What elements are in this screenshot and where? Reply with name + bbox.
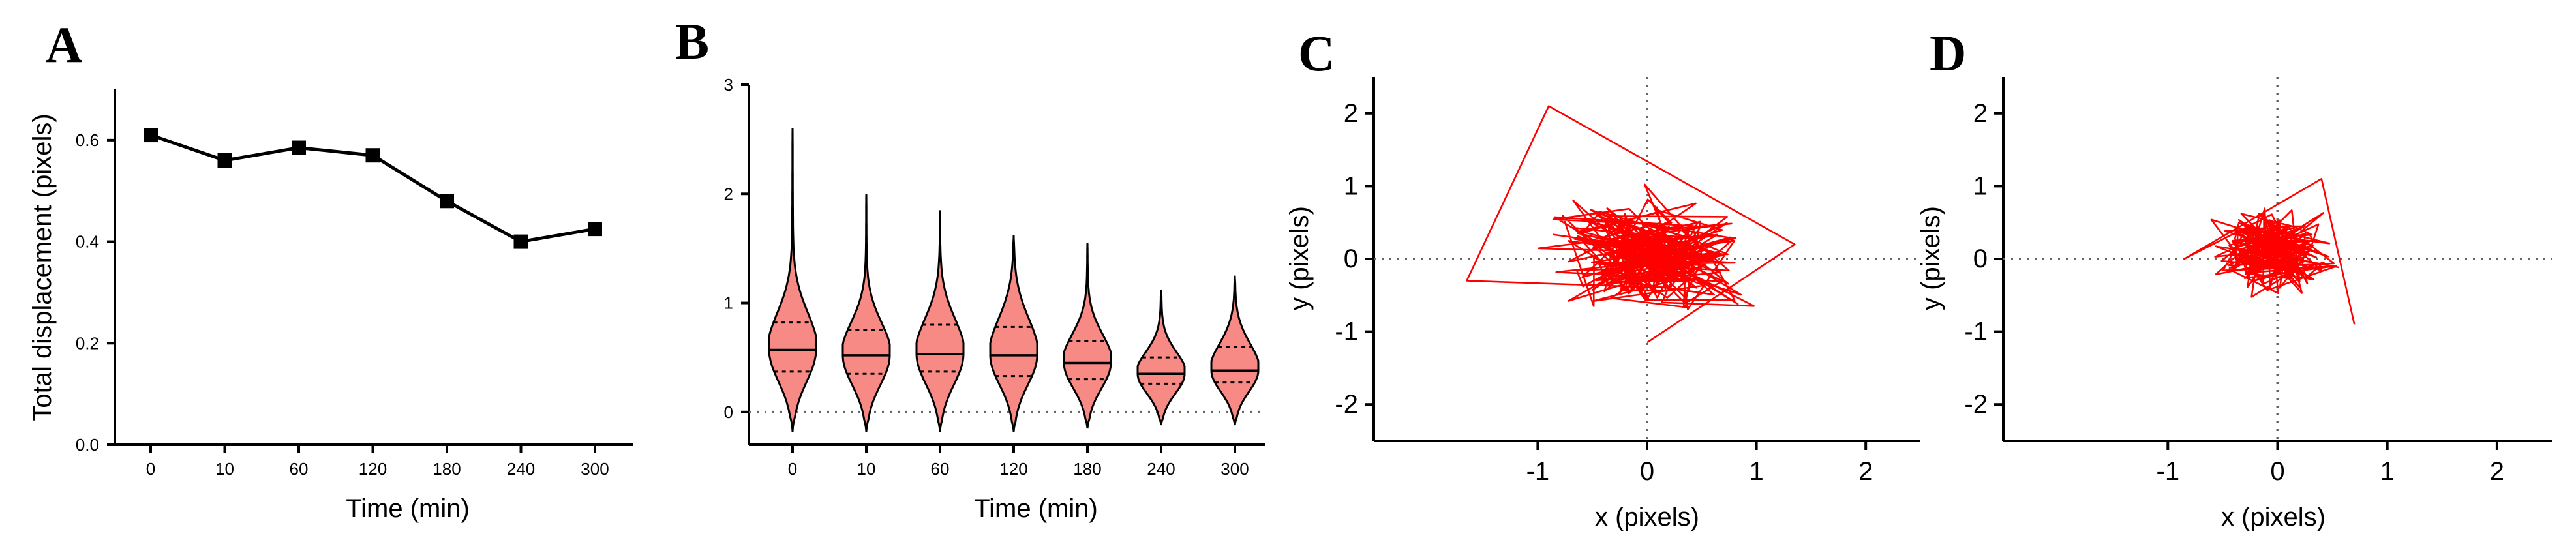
panel-a-x-tick-label: 120 (359, 459, 387, 479)
panel-a-x-tick-label: 10 (215, 459, 234, 479)
panel-d-y-tick-label: 1 (1973, 172, 1988, 200)
panel-c-x-tick-label: 0 (1640, 457, 1654, 486)
panel-b-y-tick-label: 3 (724, 75, 733, 95)
panel-a-marker (144, 128, 158, 143)
panel-b-violin (915, 210, 965, 432)
panel-c-y-tick-label: 0 (1344, 245, 1358, 273)
panel-a-marker (588, 222, 602, 237)
panel-c-x-title: x (pixels) (1595, 503, 1699, 531)
panel-b-x-tick-label: 300 (1220, 459, 1249, 479)
panel-a-marker (365, 148, 380, 163)
panel-d-y-tick-label: -2 (1964, 390, 1988, 419)
panel-c-y-tick-label: -2 (1335, 390, 1358, 419)
panel-d-x-tick-label: 1 (2380, 457, 2395, 486)
panel-b-violin (1210, 275, 1260, 426)
panel-a-y-tick-label: 0.6 (76, 130, 99, 150)
panel-b-x-tick-label: 10 (857, 459, 876, 479)
panel-a-x-tick-label: 180 (432, 459, 461, 479)
panel-d-y-tick-label: 2 (1973, 99, 1988, 128)
panel-a-marker (440, 194, 454, 209)
panel-a-x-tick-label: 60 (290, 459, 309, 479)
panel-a-x-tick-label: 300 (581, 459, 609, 479)
panel-b: B 0 1 2 3 0 10 60 120 180 240 300 Time (min) (675, 13, 1265, 523)
panel-d-letter: D (1930, 25, 1966, 82)
panel-d-x-title: x (pixels) (2221, 503, 2326, 531)
panel-c-y-title: y (pixels) (1285, 206, 1314, 310)
panel-d-trajectory (2183, 177, 2356, 325)
panel-b-violin (989, 235, 1038, 432)
panel-c-x-tick-label: 2 (1858, 457, 1873, 486)
panel-b-x-tick-label: 0 (788, 459, 797, 479)
panel-b-x-tick-label: 60 (931, 459, 950, 479)
panel-c-trajectory (1466, 105, 1796, 344)
panel-b-y-tick-label: 0 (724, 402, 733, 422)
panel-d-y-title: y (pixels) (1917, 206, 1945, 310)
panel-c-x-tick-label: -1 (1526, 457, 1550, 486)
panel-a-x-tick-label: 240 (507, 459, 535, 479)
panel-b-violin (841, 194, 891, 432)
panel-d: D -2 -1 0 1 2 -1 0 1 2 x (pixels) y (pixels) (1917, 25, 2552, 531)
panel-b-x-tick-label: 180 (1073, 459, 1101, 479)
panel-c-x-tick-label: 1 (1749, 457, 1763, 486)
panel-a-x-title: Time (min) (346, 494, 470, 523)
panel-a-marker (292, 140, 306, 155)
panel-d-x-tick-label: 2 (2490, 457, 2504, 486)
panel-c-y-tick-label: -1 (1335, 318, 1358, 346)
panel-d-y-tick-label: 0 (1973, 245, 1988, 273)
panel-d-y-tick-label: -1 (1964, 318, 1988, 346)
panel-b-violin (1063, 243, 1112, 429)
panel-b-letter: B (675, 13, 709, 70)
panel-b-x-title: Time (min) (974, 494, 1098, 523)
panel-a-x-tick-label: 0 (146, 459, 155, 479)
panel-b-y-tick-label: 1 (724, 293, 733, 313)
panel-a-y-tick-label: 0.4 (76, 232, 99, 252)
panel-a-marker (217, 153, 232, 168)
panel-a-marker (513, 234, 528, 249)
panel-c-y-tick-label: 2 (1344, 99, 1358, 128)
panel-a-y-tick-label: 0.2 (76, 333, 99, 353)
panel-c-y-tick-label: 1 (1344, 172, 1358, 200)
panel-b-y-tick-label: 2 (724, 184, 733, 203)
panel-d-x-tick-label: 0 (2270, 457, 2284, 486)
panel-a: A 0.0 0.2 0.4 0.6 0 10 60 120 180 240 300 Time (m… (28, 16, 633, 523)
panel-a-y-title: Total displacement (pixels) (28, 113, 57, 421)
panel-b-x-tick-label: 120 (999, 459, 1027, 479)
panel-a-y-tick-label: 0.0 (76, 435, 99, 455)
panel-c-letter: C (1298, 25, 1335, 82)
panel-c: C -2 -1 0 1 2 -1 0 1 2 x (pixels) y (pixels) (1285, 25, 1920, 531)
panel-d-x-tick-label: -1 (2157, 457, 2180, 486)
panel-b-violin (768, 128, 817, 432)
panel-b-x-tick-label: 240 (1147, 459, 1175, 479)
panel-a-letter: A (46, 16, 82, 73)
